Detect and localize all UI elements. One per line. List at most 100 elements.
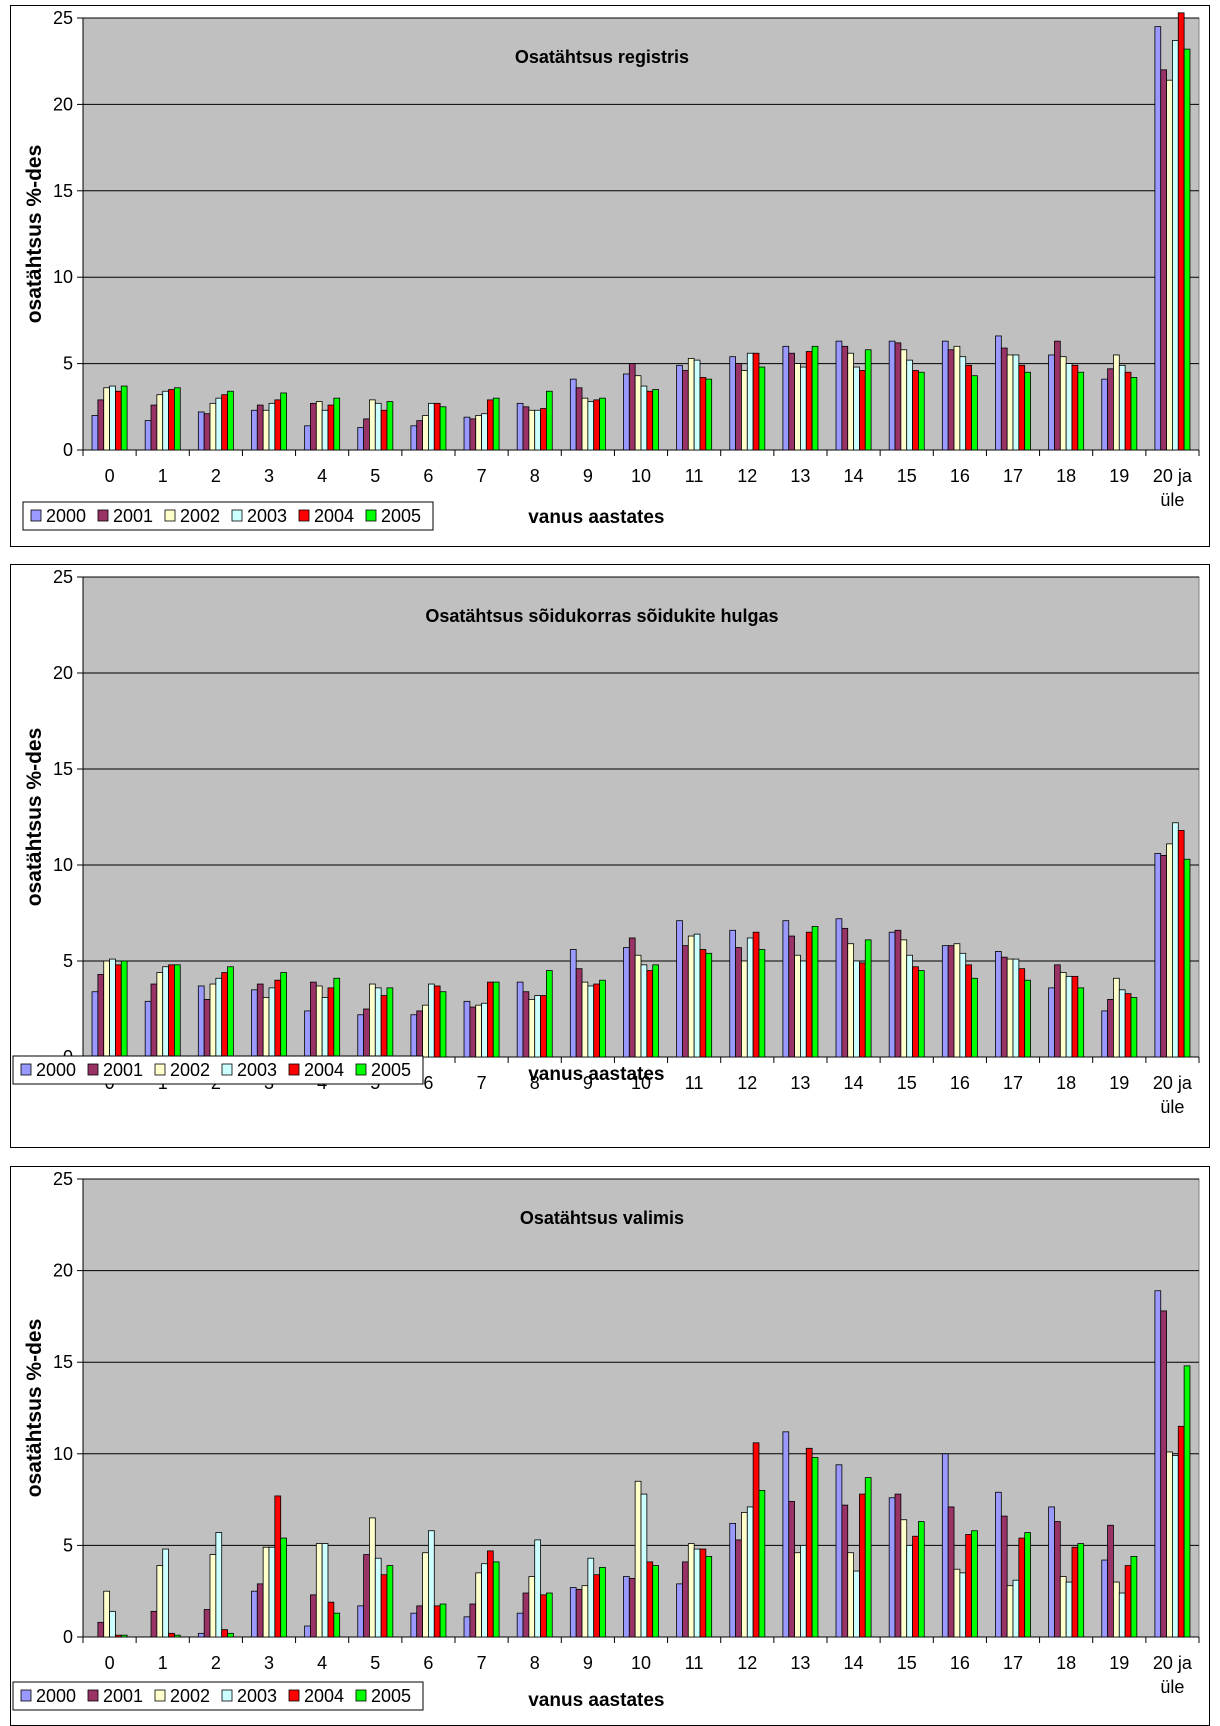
bar-2000-15 (888, 340, 896, 451)
bar-2004-8 (540, 995, 547, 1058)
bar-2000-3 (251, 1590, 258, 1638)
bar-2005-9 (599, 397, 606, 451)
bar-2003-20 (1172, 1455, 1179, 1638)
bar-2002-13 (794, 1552, 801, 1638)
bar-2005-13 (811, 926, 819, 1058)
bar-2001-15 (894, 929, 902, 1058)
bar-2001-0 (97, 1621, 105, 1638)
bar-2002-6 (422, 1552, 429, 1638)
bar-2003-12 (746, 1506, 754, 1638)
bar-2005-12 (758, 1490, 766, 1638)
x-axis-title: vanus aastates (528, 1064, 664, 1085)
bar-2001-20 (1160, 854, 1167, 1058)
bar-2005-20 (1183, 858, 1191, 1058)
x-tick-label: 6 (423, 466, 433, 486)
x-tick-label: 6 (423, 1653, 433, 1673)
legend-swatch-2003 (221, 1063, 233, 1076)
bar-2001-12 (735, 947, 742, 1058)
bar-2004-12 (752, 1442, 760, 1638)
bar-2004-6 (433, 402, 441, 451)
bar-2002-8 (528, 409, 536, 451)
bar-2003-13 (800, 366, 807, 451)
bar-2005-10 (652, 964, 659, 1058)
bar-2001-2 (203, 998, 211, 1058)
y-tick-label: 20 (53, 663, 73, 683)
x-tick-label: 9 (583, 1653, 593, 1673)
bar-2001-18 (1054, 1521, 1061, 1638)
x-tick-label: 10 (631, 1653, 651, 1673)
bar-2001-8 (522, 1592, 530, 1638)
x-tick-label: 1 (158, 1653, 168, 1673)
bar-2001-4 (310, 402, 317, 451)
bar-2005-14 (864, 939, 872, 1058)
bar-2005-6 (439, 406, 447, 451)
bar-2001-18 (1054, 340, 1061, 451)
bar-2000-11 (676, 920, 683, 1058)
bar-2003-7 (481, 1563, 488, 1638)
bar-2002-1 (156, 394, 164, 451)
bar-2004-1 (168, 964, 175, 1058)
bar-2005-14 (864, 349, 872, 451)
bar-2000-18 (1048, 354, 1055, 451)
bar-2005-7 (492, 981, 500, 1058)
bar-2000-12 (729, 356, 736, 451)
x-tick-label: 11 (685, 1073, 704, 1093)
bar-2005-12 (758, 949, 766, 1058)
bar-2001-9 (575, 968, 583, 1058)
x-tick-label: 17 (1003, 1073, 1023, 1093)
bar-2005-7 (492, 397, 500, 451)
bar-2000-10 (623, 947, 630, 1058)
bar-2002-0 (103, 1590, 110, 1638)
bar-2001-14 (841, 927, 849, 1058)
bar-2003-3 (268, 987, 276, 1058)
bar-2002-4 (315, 985, 323, 1058)
bar-2000-19 (1101, 1559, 1108, 1638)
chart-title: Osatähtsus valimis (520, 1208, 684, 1228)
bar-2004-17 (1018, 1537, 1026, 1638)
legend-label-2000: 2000 (36, 1060, 76, 1080)
bar-2000-7 (463, 1616, 471, 1638)
bar-2003-9 (587, 985, 595, 1058)
bar-2002-3 (262, 409, 270, 451)
bar-2002-10 (634, 375, 642, 451)
bar-2005-4 (333, 1612, 341, 1638)
bar-2004-1 (168, 1632, 175, 1638)
bar-2005-19 (1130, 997, 1138, 1058)
bar-2004-4 (327, 1601, 335, 1638)
legend-label-2003: 2003 (247, 506, 287, 526)
bar-2003-16 (959, 1572, 967, 1638)
chart-title: Osatähtsus sõidukorras sõidukite hulgas (425, 606, 778, 626)
legend-label-2002: 2002 (170, 1060, 210, 1080)
bar-2002-19 (1113, 977, 1120, 1058)
bar-2001-5 (363, 418, 370, 451)
bar-2000-9 (569, 378, 577, 451)
x-tick-label: 3 (264, 466, 274, 486)
bar-2002-12 (741, 960, 748, 1058)
legend-label-2003: 2003 (237, 1686, 277, 1706)
y-axis-title: osatähtsus %-des (23, 1319, 46, 1498)
bar-2001-13 (788, 1501, 795, 1638)
bar-2005-1 (174, 964, 181, 1058)
bar-2000-1 (144, 1000, 152, 1058)
bar-2002-8 (528, 998, 536, 1058)
bar-2004-19 (1124, 371, 1132, 451)
x-tick-label: 16 (950, 1073, 970, 1093)
bar-2004-2 (221, 972, 228, 1058)
bar-2005-11 (705, 1555, 713, 1638)
bar-2005-4 (333, 397, 341, 451)
bar-2001-4 (310, 981, 317, 1058)
y-tick-label: 5 (63, 951, 73, 971)
bar-2001-17 (1000, 956, 1008, 1058)
legend-swatch-2001 (87, 1063, 99, 1076)
x-tick-label: 17 (1003, 1653, 1023, 1673)
bar-2003-11 (693, 359, 701, 451)
bar-2000-4 (304, 425, 311, 451)
y-tick-label: 15 (53, 1352, 73, 1372)
bar-2000-9 (569, 949, 577, 1058)
bar-2000-3 (251, 989, 258, 1058)
bar-2002-17 (1006, 1585, 1014, 1638)
bar-2005-8 (546, 390, 553, 451)
legend: 2000 2001 2002 2003 2004 2005 (12, 1055, 424, 1085)
bar-2000-11 (676, 1583, 683, 1638)
bar-2003-5 (374, 1557, 382, 1638)
